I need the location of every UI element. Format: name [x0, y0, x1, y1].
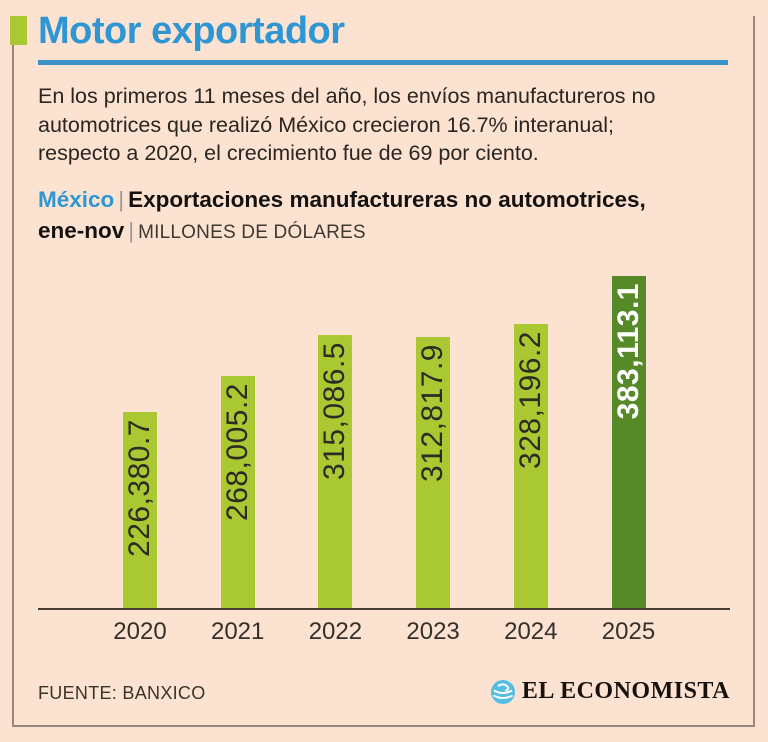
x-axis-line	[38, 608, 730, 610]
publisher-name: EL ECONOMISTA	[521, 678, 730, 704]
chart-subtitle: México | Exportaciones manufactureras no a…	[38, 184, 738, 248]
intro-paragraph: En los primeros 11 meses del año, los en…	[38, 82, 728, 168]
chart-headline: Exportaciones manufactureras no automotr…	[128, 187, 646, 212]
bar-2025: 383,113.1	[611, 276, 646, 608]
region-label: México	[38, 187, 115, 212]
page-title: Motor exportador	[38, 10, 345, 52]
intro-line: En los primeros 11 meses del año, los en…	[38, 84, 656, 108]
bar-2023: 312,817.9	[416, 337, 451, 608]
intro-line: respecto a 2020, el crecimiento fue de 6…	[38, 141, 539, 165]
x-axis-tick-label: 2021	[210, 618, 265, 645]
intro-line: automotrices que realizó México creciero…	[38, 112, 615, 137]
period-label: ene-nov	[38, 218, 125, 243]
title-underline	[38, 60, 728, 65]
publisher-brand: EL ECONOMISTA	[490, 678, 730, 705]
globe-swirl-icon	[490, 679, 515, 704]
bar-value-label: 328,196.2	[513, 331, 547, 469]
bar-2021: 268,005.2	[220, 376, 255, 608]
subtitle-line-1: México | Exportaciones manufactureras no a…	[38, 184, 738, 215]
x-axis-labels: 2020 2021 2022 2023 2024 2025	[38, 618, 730, 648]
bar-2024: 328,196.2	[513, 324, 548, 608]
bar-chart: 226,380.7 268,005.2 315,086.5 312,817.9 328,…	[38, 276, 730, 610]
card-frame	[12, 16, 755, 727]
units-label: MILLONES DE DÓLARES	[138, 222, 366, 243]
bar-value-label: 315,086.5	[318, 342, 352, 480]
x-axis-tick-label: 2023	[406, 618, 460, 645]
x-axis-tick-label: 2025	[601, 618, 656, 645]
title-bullet-marker	[10, 16, 27, 45]
separator: |	[128, 218, 135, 243]
subtitle-line-2: ene-nov | MILLONES DE DÓLARES	[38, 215, 738, 248]
bar-value-label: 226,380.7	[123, 419, 156, 557]
bar-value-label: 312,817.9	[416, 344, 450, 482]
x-axis-tick-label: 2022	[308, 618, 363, 645]
bar-value-label: 268,005.2	[220, 383, 254, 521]
bar-value-label: 383,113.1	[611, 283, 645, 420]
bar-2020: 226,380.7	[123, 412, 157, 608]
x-axis-tick-label: 2020	[113, 618, 167, 645]
x-axis-tick-label: 2024	[504, 618, 558, 645]
separator: |	[118, 187, 125, 212]
bar-2022: 315,086.5	[318, 335, 353, 608]
source-label: FUENTE: BANXICO	[38, 683, 206, 703]
